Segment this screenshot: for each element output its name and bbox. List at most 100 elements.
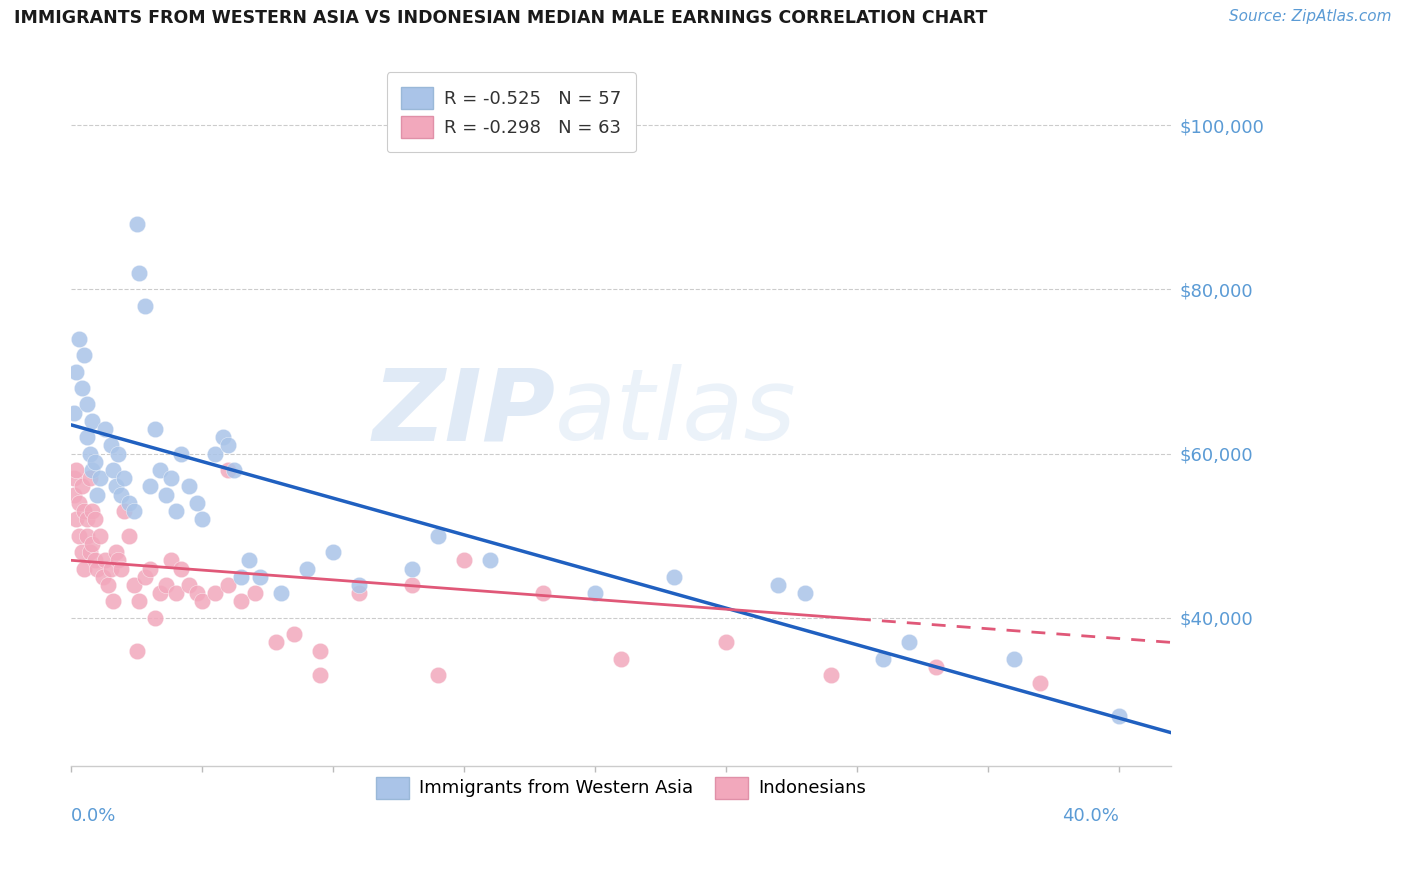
Point: [94, 553, 117, 567]
Point: [118, 529, 141, 543]
Point: [1002, 652, 1025, 666]
Point: [134, 299, 156, 313]
Point: [170, 447, 193, 461]
Point: [583, 586, 606, 600]
Point: [222, 463, 245, 477]
Point: [107, 553, 129, 567]
Point: [82, 414, 104, 428]
Point: [76, 397, 98, 411]
Point: [86, 561, 108, 575]
Point: [820, 668, 842, 682]
Point: [401, 561, 423, 575]
Point: [401, 578, 423, 592]
Point: [143, 422, 166, 436]
Point: [177, 479, 200, 493]
Point: [793, 586, 815, 600]
Point: [122, 504, 145, 518]
Point: [238, 553, 260, 567]
Point: [91, 570, 114, 584]
Point: [479, 553, 502, 567]
Y-axis label: Median Male Earnings: Median Male Earnings: [0, 328, 7, 497]
Point: [86, 488, 108, 502]
Point: [83, 553, 105, 567]
Text: ZIP: ZIP: [373, 364, 555, 461]
Point: [65, 463, 87, 477]
Point: [63, 471, 86, 485]
Point: [97, 578, 120, 592]
Point: [79, 447, 101, 461]
Point: [191, 594, 214, 608]
Point: [83, 512, 105, 526]
Text: atlas: atlas: [555, 364, 797, 461]
Point: [104, 545, 127, 559]
Point: [67, 529, 90, 543]
Point: [349, 578, 371, 592]
Point: [159, 553, 181, 567]
Point: [110, 561, 132, 575]
Point: [264, 635, 287, 649]
Point: [249, 570, 271, 584]
Point: [204, 447, 226, 461]
Point: [112, 471, 135, 485]
Point: [662, 570, 685, 584]
Point: [309, 668, 332, 682]
Point: [89, 471, 111, 485]
Point: [177, 578, 200, 592]
Text: IMMIGRANTS FROM WESTERN ASIA VS INDONESIAN MEDIAN MALE EARNINGS CORRELATION CHAR: IMMIGRANTS FROM WESTERN ASIA VS INDONESI…: [14, 9, 987, 27]
Point: [82, 463, 104, 477]
Point: [139, 479, 162, 493]
Point: [231, 594, 253, 608]
Point: [191, 512, 214, 526]
Point: [73, 348, 96, 362]
Text: 0.0%: 0.0%: [72, 806, 117, 824]
Point: [217, 463, 239, 477]
Point: [70, 381, 93, 395]
Point: [349, 586, 371, 600]
Point: [70, 479, 93, 493]
Point: [165, 504, 187, 518]
Point: [70, 545, 93, 559]
Point: [73, 504, 96, 518]
Point: [112, 504, 135, 518]
Point: [453, 553, 475, 567]
Point: [79, 545, 101, 559]
Point: [63, 488, 86, 502]
Point: [104, 479, 127, 493]
Point: [94, 422, 117, 436]
Point: [149, 463, 172, 477]
Point: [100, 438, 122, 452]
Point: [155, 578, 177, 592]
Point: [872, 652, 894, 666]
Point: [65, 512, 87, 526]
Point: [217, 578, 239, 592]
Point: [143, 611, 166, 625]
Point: [118, 496, 141, 510]
Point: [186, 496, 208, 510]
Point: [426, 529, 449, 543]
Point: [107, 447, 129, 461]
Point: [898, 635, 921, 649]
Point: [155, 488, 177, 502]
Point: [73, 561, 96, 575]
Legend: Immigrants from Western Asia, Indonesians: Immigrants from Western Asia, Indonesian…: [361, 762, 880, 813]
Point: [283, 627, 305, 641]
Point: [1029, 676, 1052, 690]
Point: [231, 570, 253, 584]
Text: Source: ZipAtlas.com: Source: ZipAtlas.com: [1229, 9, 1392, 24]
Point: [89, 529, 111, 543]
Point: [170, 561, 193, 575]
Point: [165, 586, 187, 600]
Point: [1108, 709, 1130, 723]
Point: [924, 660, 946, 674]
Text: 40.0%: 40.0%: [1062, 806, 1119, 824]
Point: [101, 463, 124, 477]
Point: [768, 578, 790, 592]
Point: [110, 488, 132, 502]
Point: [204, 586, 226, 600]
Point: [149, 586, 172, 600]
Point: [101, 594, 124, 608]
Point: [159, 471, 181, 485]
Point: [139, 561, 162, 575]
Point: [295, 561, 318, 575]
Point: [270, 586, 292, 600]
